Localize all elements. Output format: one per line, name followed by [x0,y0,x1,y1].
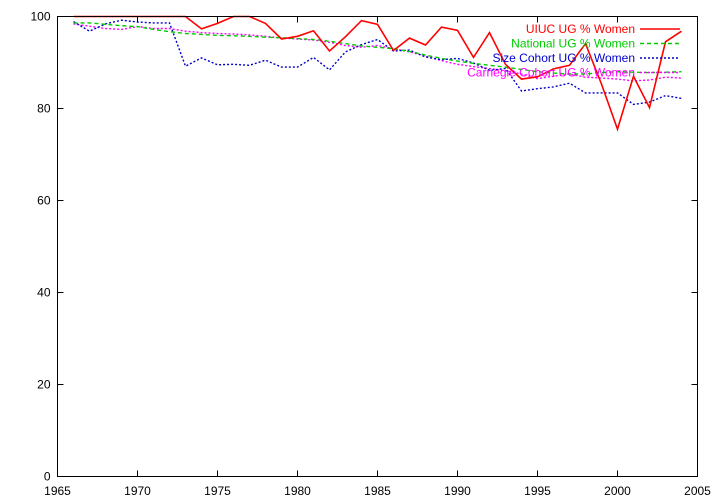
legend-label: Carnegie Cohort UG % Women [467,66,635,80]
x-tick-label: 1970 [124,484,151,498]
x-tick-label: 1985 [364,484,391,498]
y-tick-label: 20 [37,378,51,392]
legend-label: Size Cohort UG % Women [493,51,636,65]
axis-ticks: 1965 1970 1975 1980 1985 1990 1995 2000 2005 0 20 4… [30,10,711,499]
x-tick-label: 2000 [604,484,631,498]
series-line-national-ug-women [73,22,682,75]
y-tick-label: 80 [37,102,51,116]
series-line-size-cohort-ug-women [73,19,682,106]
x-tick-label: 1995 [524,484,551,498]
x-tick-label: 2005 [684,484,711,498]
legend-label: UIUC UG % Women [526,22,635,36]
y-tick-label: 60 [37,194,51,208]
x-tick-label: 1980 [284,484,311,498]
x-tick-label: 1965 [44,484,71,498]
x-tick-label: 1990 [444,484,471,498]
y-tick-label: 0 [44,470,51,484]
x-tick-label: 1975 [204,484,231,498]
y-tick-label: 100 [30,10,50,24]
legend-label: National UG % Women [511,37,635,51]
y-tick-label: 40 [37,286,51,300]
series-line-carnegie-cohort-ug-women [73,23,682,82]
